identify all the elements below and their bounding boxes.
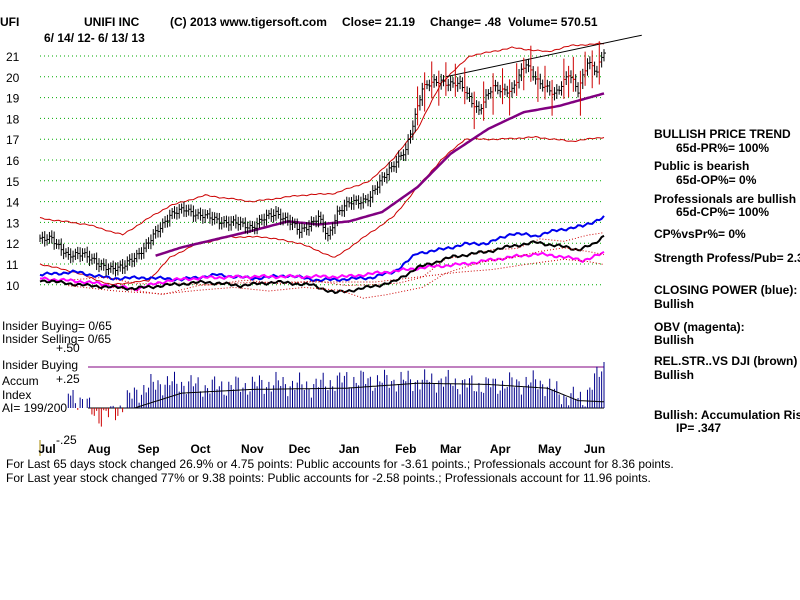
date-range: 6/ 14/ 12- 6/ 13/ 13 <box>44 31 145 45</box>
price-bars <box>39 41 606 277</box>
y-tick-label-21: 21 <box>6 50 20 64</box>
accum-tick-plus50: +.50 <box>56 341 80 355</box>
insider-buying-count: Insider Buying= 0/65 <box>2 319 112 333</box>
x-tick-label-aug: Aug <box>87 442 110 456</box>
y-tick-label-11: 11 <box>6 258 19 272</box>
y-tick-label-14: 14 <box>6 196 20 210</box>
moving-average-line <box>155 92 605 257</box>
signal-row-9: Bullish <box>654 297 694 311</box>
y-tick-label-15: 15 <box>6 175 20 189</box>
accum-tick-minus25: -.25 <box>56 433 77 447</box>
volume-value: Volume= 570.51 <box>508 15 598 29</box>
y-tick-label-16: 16 <box>6 154 20 168</box>
ai-score: AI= 199/200 <box>2 401 67 415</box>
indicator-rel-strength-vs-dji-line <box>39 234 605 295</box>
indicator-lines <box>39 215 605 299</box>
signal-row-4: Professionals are bullish <box>654 192 796 206</box>
accum-ma-line <box>134 382 605 409</box>
axes: Jul Aug Sep Oct Nov Dec Jan Feb Mar Apr May Jun <box>38 440 605 456</box>
indicator-closing-power-line <box>39 215 605 283</box>
price-bands <box>39 34 642 286</box>
x-tick-label-apr: Apr <box>490 442 511 456</box>
change-value: Change= .48 <box>430 15 501 29</box>
y-tick-label-17: 17 <box>6 133 20 147</box>
signal-row-15: IP= .347 <box>676 421 721 435</box>
insider-selling-count: Insider Selling= 0/65 <box>2 332 111 346</box>
ticker-symbol: UFI <box>0 15 19 29</box>
y-tick-label-10: 10 <box>6 279 20 293</box>
x-tick-label-jun: Jun <box>584 442 605 456</box>
lower-band-line <box>39 135 605 286</box>
indicator-ma-2 <box>68 247 605 299</box>
signal-row-0: BULLISH PRICE TREND <box>654 127 791 141</box>
y-tick-label-12: 12 <box>6 237 20 251</box>
footer-65day-summary: For Last 65 days stock changed 26.9% or … <box>6 457 674 471</box>
company-name: UNIFI INC <box>84 15 140 29</box>
signal-row-1: 65d-PR%= 100% <box>676 141 769 155</box>
signal-row-10: OBV (magenta): <box>654 320 745 334</box>
signal-row-11: Bullish <box>654 333 694 347</box>
signal-row-14: Bullish: Accumulation Rising <box>654 408 800 422</box>
x-tick-label-jul: Jul <box>38 442 55 456</box>
close-value: Close= 21.19 <box>342 15 415 29</box>
accumulation-index-panel <box>67 362 605 427</box>
index-label: Index <box>2 388 31 402</box>
x-tick-label-dec: Dec <box>289 442 311 456</box>
y-tick-label-19: 19 <box>6 92 20 106</box>
signal-row-13: Bullish <box>654 368 694 382</box>
accum-tick-plus25: +.25 <box>56 372 80 386</box>
y-tick-label-13: 13 <box>6 216 20 230</box>
signal-row-8: CLOSING POWER (blue): <box>654 283 797 297</box>
accum-label: Accum <box>2 374 39 388</box>
x-tick-label-oct: Oct <box>190 442 210 456</box>
copyright-text: (C) 2013 www.tigersoft.com <box>170 15 327 29</box>
signal-row-5: 65d-CP%= 100% <box>676 205 769 219</box>
x-tick-label-jan: Jan <box>339 442 360 456</box>
upper-band-line <box>39 42 605 236</box>
signal-row-3: 65d-OP%= 0% <box>676 173 757 187</box>
footer-year-summary: For Last year stock changed 77% or 9.38 … <box>6 471 651 485</box>
x-tick-label-may: May <box>538 442 562 456</box>
signal-row-12: REL.STR..VS DJI (brown) <box>654 354 797 368</box>
x-tick-label-sep: Sep <box>138 442 160 456</box>
signal-row-2: Public is bearish <box>654 159 749 173</box>
x-tick-label-nov: Nov <box>241 442 264 456</box>
y-tick-label-20: 20 <box>6 71 20 85</box>
signal-row-7: Strength Profess/Pub= 2.3 <box>654 251 800 265</box>
x-tick-label-mar: Mar <box>440 442 462 456</box>
x-tick-label-feb: Feb <box>395 442 416 456</box>
signal-row-6: CP%vsPr%= 0% <box>654 227 746 241</box>
y-tick-label-18: 18 <box>6 112 20 126</box>
price-gridlines: 10 11 12 13 14 15 16 17 18 19 20 21 <box>6 50 604 293</box>
insider-buying-label: Insider Buying <box>2 358 78 372</box>
trendline <box>445 34 642 78</box>
